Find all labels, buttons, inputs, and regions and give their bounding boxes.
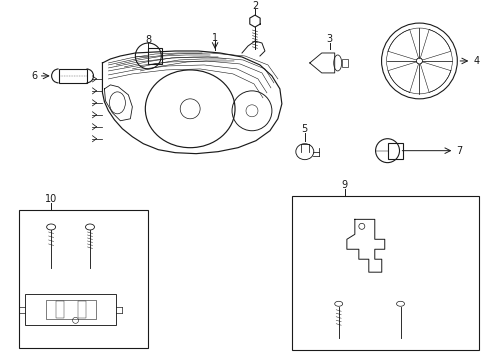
Text: 9: 9 (341, 180, 347, 190)
Bar (19, 211, 148, 348)
Bar (291, 195, 478, 350)
Bar (25, 294, 116, 325)
Text: 3: 3 (326, 34, 332, 44)
Bar (148, 48, 162, 64)
Text: 5: 5 (301, 124, 307, 134)
Bar (341, 59, 347, 67)
Bar (59, 69, 86, 83)
Text: 8: 8 (145, 35, 151, 45)
Bar (387, 143, 403, 159)
Text: 4: 4 (472, 56, 478, 66)
Text: 1: 1 (212, 33, 218, 43)
Text: 7: 7 (455, 146, 462, 156)
Bar (45, 300, 95, 319)
Text: 2: 2 (251, 1, 258, 11)
Text: 6: 6 (32, 71, 38, 81)
Text: 10: 10 (44, 194, 57, 203)
Bar (56, 301, 63, 318)
Bar (78, 301, 85, 318)
